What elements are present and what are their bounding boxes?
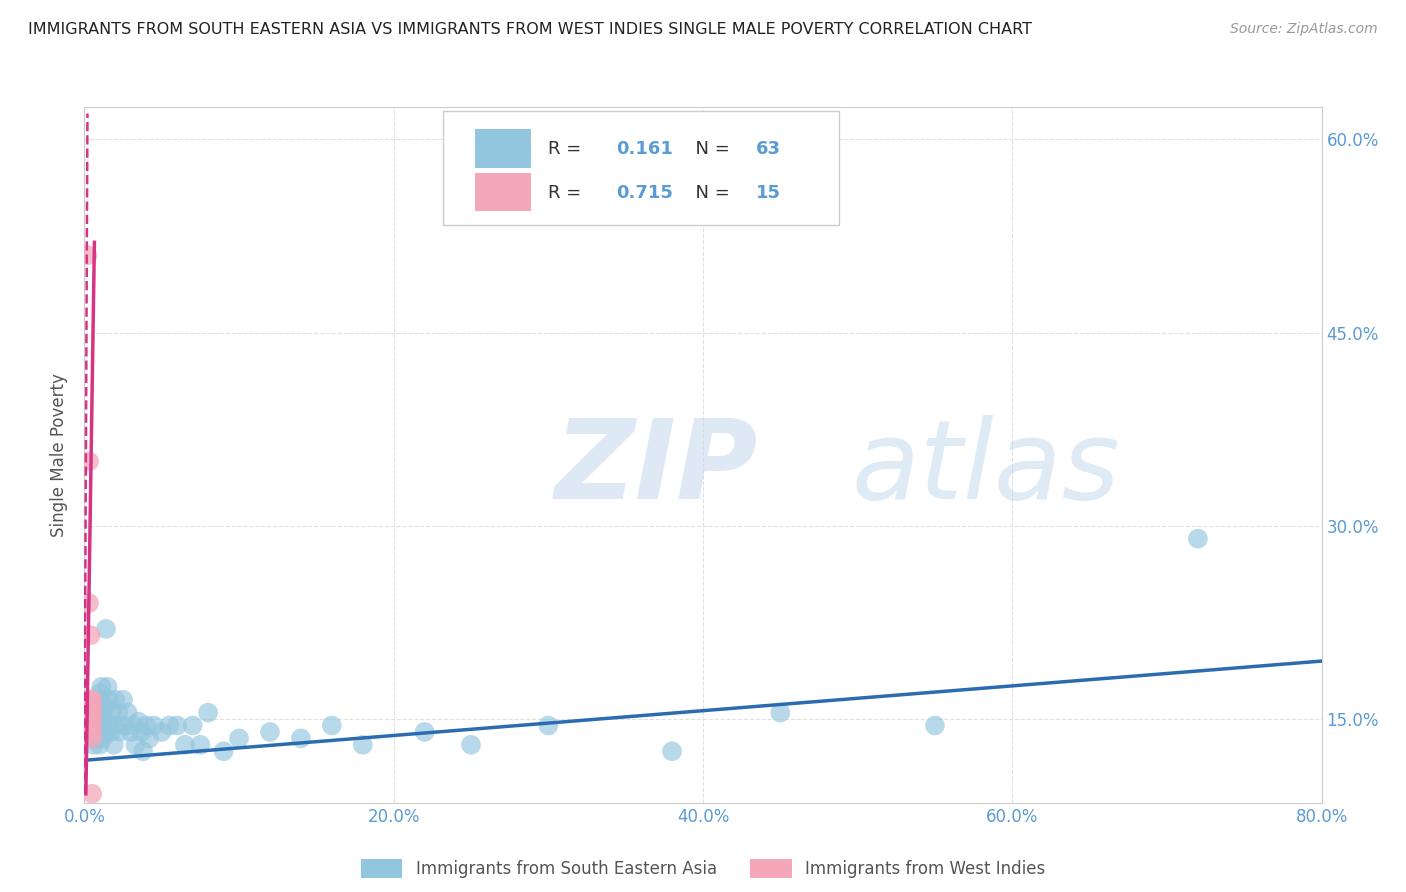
Point — [107, 706, 129, 720]
Point — [82, 706, 104, 720]
Point — [661, 744, 683, 758]
Point — [89, 738, 111, 752]
Text: N =: N = — [685, 184, 735, 202]
Point — [79, 628, 101, 642]
Point — [143, 718, 166, 732]
Point — [77, 454, 100, 468]
Text: 0.161: 0.161 — [616, 140, 673, 158]
Point — [181, 718, 204, 732]
Point — [132, 744, 155, 758]
Bar — [475, 129, 531, 168]
Text: atlas: atlas — [852, 416, 1121, 523]
Point — [174, 738, 197, 752]
Point — [228, 731, 250, 746]
Point — [94, 622, 117, 636]
Point — [77, 706, 100, 720]
Legend: Immigrants from South Eastern Asia, Immigrants from West Indies: Immigrants from South Eastern Asia, Immi… — [354, 853, 1052, 885]
Text: IMMIGRANTS FROM SOUTH EASTERN ASIA VS IMMIGRANTS FROM WEST INDIES SINGLE MALE PO: IMMIGRANTS FROM SOUTH EASTERN ASIA VS IM… — [28, 22, 1032, 37]
Point — [83, 702, 105, 716]
Point — [87, 692, 110, 706]
Point — [97, 718, 120, 732]
Point — [91, 706, 114, 720]
Point — [138, 731, 160, 746]
Point — [91, 731, 114, 746]
Point — [352, 738, 374, 752]
Point — [131, 725, 153, 739]
Point — [86, 706, 108, 720]
Bar — [475, 173, 531, 211]
Point — [79, 692, 101, 706]
Point — [82, 718, 104, 732]
Point — [97, 680, 120, 694]
Text: R =: R = — [548, 184, 588, 202]
Point — [82, 712, 104, 726]
Point — [79, 718, 101, 732]
Point — [1187, 532, 1209, 546]
Point — [104, 692, 127, 706]
Point — [166, 718, 188, 732]
Y-axis label: Single Male Poverty: Single Male Poverty — [51, 373, 69, 537]
Point — [117, 706, 139, 720]
Point — [159, 718, 181, 732]
Point — [86, 725, 108, 739]
Point — [924, 718, 946, 732]
Point — [89, 686, 111, 700]
Text: R =: R = — [548, 140, 588, 158]
Point — [290, 731, 312, 746]
Point — [82, 692, 104, 706]
Text: 63: 63 — [756, 140, 782, 158]
Text: ZIP: ZIP — [554, 416, 758, 523]
Point — [89, 706, 111, 720]
Point — [90, 680, 112, 694]
Point — [84, 699, 107, 714]
Text: N =: N = — [685, 140, 735, 158]
Point — [197, 706, 219, 720]
Point — [82, 725, 104, 739]
Point — [259, 725, 281, 739]
Point — [101, 706, 124, 720]
Point — [135, 718, 157, 732]
Point — [122, 718, 145, 732]
Point — [120, 725, 142, 739]
Point — [79, 725, 101, 739]
Point — [104, 718, 127, 732]
Point — [537, 718, 560, 732]
Point — [460, 738, 482, 752]
Point — [79, 706, 101, 720]
Point — [82, 714, 104, 729]
Point — [83, 738, 105, 752]
Point — [413, 725, 436, 739]
Text: 15: 15 — [756, 184, 782, 202]
FancyBboxPatch shape — [443, 111, 839, 226]
Point — [82, 731, 104, 746]
Point — [112, 718, 135, 732]
Point — [93, 725, 115, 739]
Point — [103, 738, 125, 752]
Text: 0.715: 0.715 — [616, 184, 673, 202]
Point — [124, 738, 146, 752]
Point — [128, 714, 150, 729]
Point — [82, 699, 104, 714]
Point — [93, 699, 115, 714]
Point — [98, 692, 121, 706]
Point — [108, 725, 131, 739]
Point — [90, 718, 112, 732]
Point — [76, 248, 98, 262]
Point — [321, 718, 343, 732]
Point — [100, 725, 122, 739]
Point — [188, 738, 212, 752]
Point — [769, 706, 792, 720]
Point — [84, 731, 107, 746]
Point — [82, 787, 104, 801]
Point — [150, 725, 173, 739]
Point — [212, 744, 235, 758]
Text: Source: ZipAtlas.com: Source: ZipAtlas.com — [1230, 22, 1378, 37]
Point — [112, 692, 135, 706]
Point — [87, 718, 110, 732]
Point — [77, 596, 100, 610]
